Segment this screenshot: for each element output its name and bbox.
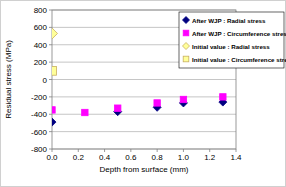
tick-label: 600 (34, 23, 48, 32)
tick-mark (49, 96, 52, 97)
tick-mark (49, 10, 52, 11)
data-point (220, 94, 226, 100)
tick-mark (157, 149, 158, 152)
legend-swatch (183, 56, 189, 62)
tick-mark (104, 149, 105, 152)
tick-label: 1.0 (178, 153, 190, 162)
tick-mark (52, 149, 53, 152)
tick-label: 1.4 (230, 153, 242, 162)
tick-label: 0.6 (125, 153, 137, 162)
chart: -800 -600 -400 -200 0 200 400 600 800 0.0 0.2 0.4 0.… (0, 0, 286, 187)
data-point (115, 105, 121, 111)
grid-line (52, 79, 236, 80)
data-point (52, 66, 56, 75)
tick-mark (49, 27, 52, 28)
tick-label: 0.0 (46, 153, 58, 162)
data-point (82, 109, 88, 115)
data-point (52, 28, 58, 39)
tick-label: 200 (34, 58, 48, 67)
tick-label: -600 (31, 128, 48, 137)
tick-mark (49, 131, 52, 132)
tick-mark (209, 149, 210, 152)
data-point (180, 96, 186, 102)
tick-label: 1.2 (204, 153, 216, 162)
tick-mark (183, 149, 184, 152)
data-point (52, 107, 55, 113)
tick-label: 0.2 (73, 153, 85, 162)
tick-mark (49, 44, 52, 45)
legend-swatch (183, 43, 190, 50)
tick-mark (49, 79, 52, 80)
tick-mark (78, 149, 79, 152)
tick-label: 0.8 (152, 153, 164, 162)
grid-line (52, 131, 236, 132)
legend-swatch (183, 30, 189, 36)
legend-label: Initial value : Radial stress (192, 43, 270, 50)
tick-label: -800 (31, 145, 48, 154)
legend-swatch (183, 17, 190, 24)
chart-background (1, 1, 286, 187)
tick-label: 0.4 (99, 153, 111, 162)
data-point (154, 100, 160, 106)
tick-mark (236, 149, 237, 152)
grid-line (52, 114, 236, 115)
grid-line (52, 96, 236, 97)
axis-title: Residual stress (MPa) (4, 40, 13, 119)
tick-mark (130, 149, 131, 152)
tick-label: 0 (43, 76, 48, 85)
data-point (52, 118, 56, 126)
legend-label: After WJP : Circumference stress (192, 30, 286, 37)
tick-label: 800 (34, 6, 48, 15)
tick-label: -400 (31, 110, 48, 119)
axis-title: Depth from surface (mm) (100, 165, 189, 174)
tick-label: 400 (34, 41, 48, 50)
tick-mark (49, 149, 52, 150)
legend-label: Initial value : Circumference stress (192, 56, 286, 63)
tick-mark (49, 62, 52, 63)
tick-mark (49, 114, 52, 115)
legend-label: After WJP : Radial stress (192, 17, 266, 24)
tick-label: -200 (31, 93, 48, 102)
legend: After WJP : Radial stress After WJP : Cir… (179, 12, 286, 68)
